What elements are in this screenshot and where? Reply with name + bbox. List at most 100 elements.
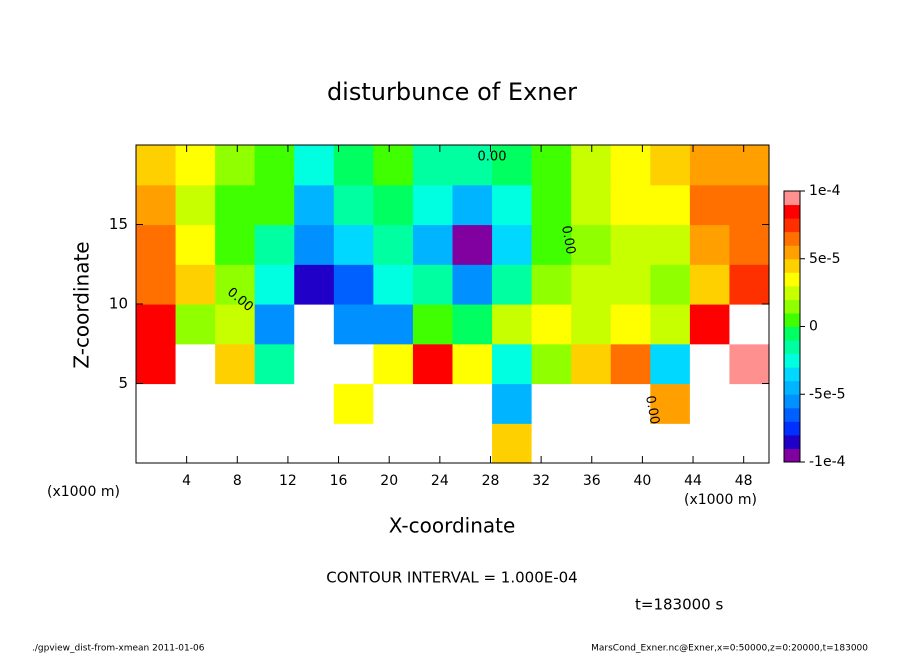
field-cell (452, 224, 493, 265)
field-cell (294, 343, 335, 385)
field-cell (452, 184, 493, 226)
field-cell (689, 145, 731, 186)
colorbar-tick-label: 5e-5 (809, 251, 840, 267)
field-cell (610, 145, 651, 186)
field-cell (729, 224, 770, 265)
colorbar-swatch (784, 448, 800, 463)
field-cell (412, 383, 454, 424)
colorbar-swatch (784, 367, 800, 382)
x-tick-label: 40 (633, 473, 651, 489)
field-cell (571, 184, 612, 226)
field-cell (175, 304, 216, 345)
field-cell (254, 343, 295, 385)
field-cell (175, 184, 216, 226)
colorbar-tick-label: 1e-4 (809, 183, 841, 199)
field-cell (531, 383, 572, 424)
field-cell (373, 343, 414, 385)
chart-title: disturbunce of Exner (327, 78, 577, 106)
field-cell (531, 224, 572, 265)
field-cell (729, 304, 770, 345)
field-cell (571, 224, 612, 265)
field-cell (610, 184, 651, 226)
field-cell (452, 383, 493, 424)
field-cell (215, 343, 256, 385)
field-cell (373, 383, 414, 424)
colorbar-swatch (784, 231, 800, 246)
time-label: t=183000 s (635, 596, 723, 614)
contour-label: 0.00 (478, 150, 507, 165)
field-cell (650, 224, 691, 265)
field-cell (610, 264, 651, 305)
field-cell (571, 304, 612, 345)
field-cell (215, 145, 256, 186)
field-cell (492, 343, 533, 385)
field-cell (136, 383, 177, 424)
field-cell (294, 383, 335, 424)
colorbar-swatch (784, 340, 800, 355)
field-cell (452, 264, 493, 305)
colorbar-tick-label: -1e-4 (809, 454, 846, 470)
field-cell (610, 224, 651, 265)
field-cell (571, 343, 612, 385)
field-cell (294, 145, 335, 186)
field-cell (492, 383, 533, 424)
field-cell (571, 383, 612, 424)
field-cell (729, 383, 770, 424)
colorbar-swatch (784, 434, 800, 449)
field-cell (412, 304, 454, 345)
colorbar-swatch (784, 272, 800, 287)
field-cell (531, 184, 572, 226)
field-cell (136, 423, 177, 464)
field-cell (136, 264, 177, 305)
contour-interval: CONTOUR INTERVAL = 1.000E-04 (326, 569, 577, 587)
colorbar-swatch (784, 204, 800, 219)
field-cell (650, 304, 691, 345)
field-cell (333, 224, 374, 265)
field-cell (452, 145, 493, 186)
field-cell (452, 423, 493, 464)
field-cell (531, 145, 572, 186)
field-cell (729, 145, 770, 186)
field-cell (333, 184, 374, 226)
field-cell (650, 184, 691, 226)
field-cell (136, 184, 177, 226)
colorbar-tick-label: 0 (809, 319, 818, 335)
field-cell (294, 264, 335, 305)
y-axis-label: Z-coordinate (70, 241, 94, 368)
field-cell (689, 224, 731, 265)
colorbar-swatch (784, 353, 800, 368)
colorbar-swatch (784, 326, 800, 341)
field-cell (175, 383, 216, 424)
field-cell (412, 224, 454, 265)
field-cell (215, 423, 256, 464)
field-cell (610, 343, 651, 385)
field-cell (412, 145, 454, 186)
field-cell (452, 343, 493, 385)
field-cell (689, 423, 731, 464)
field-cell (215, 383, 256, 424)
field-cell (254, 423, 295, 464)
field-cell (373, 184, 414, 226)
colorbar-swatch (784, 299, 800, 314)
field-cell (650, 383, 691, 424)
field-cell (215, 184, 256, 226)
field-cell (373, 264, 414, 305)
field-cell (254, 383, 295, 424)
x-tick-label: 4 (182, 473, 191, 489)
field-cell (254, 264, 295, 305)
contour-label: 0.00 (558, 224, 578, 255)
field-cell (294, 423, 335, 464)
field-cell (492, 184, 533, 226)
field-cell (610, 423, 651, 464)
contour-label: 0.00 (642, 394, 662, 425)
field-cell (650, 264, 691, 305)
field-cell (492, 304, 533, 345)
field-cell (333, 383, 374, 424)
x-tick-label: 48 (735, 473, 753, 489)
field-cell (531, 343, 572, 385)
colorbar-swatch (784, 258, 800, 273)
field-cell (729, 184, 770, 226)
field-cell (136, 343, 177, 385)
y-tick-label: 5 (118, 374, 128, 392)
